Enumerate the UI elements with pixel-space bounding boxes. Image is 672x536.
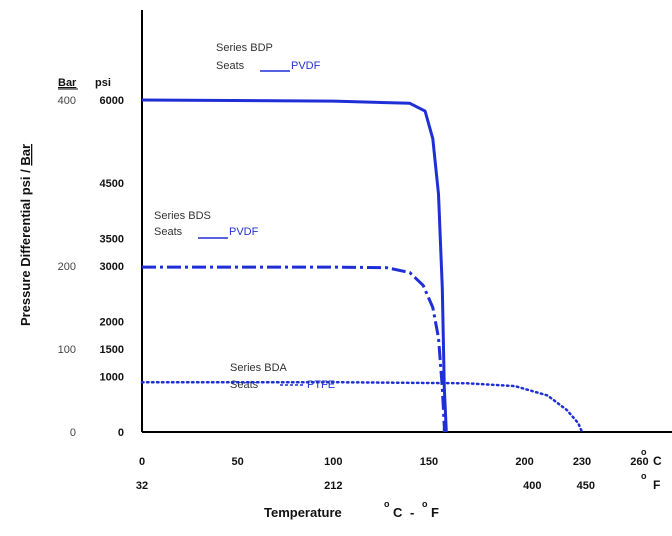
x-tick-c-label: 0 [139,456,145,468]
x-tick-f-label: 212 [324,480,342,492]
x-c-unit-sup: o [641,447,647,457]
y-tick-psi-label: 1500 [100,344,124,356]
y-tick-psi-label: 0 [118,427,124,439]
x-tick-c-label: 200 [515,456,533,468]
annotation-bdp-seats-value: PVDF [291,60,321,72]
x-axis-title-f-sup: o [422,499,428,509]
x-f-unit: F [653,478,660,492]
x-tick-c-label: 100 [324,456,342,468]
y-tick-psi-label: 6000 [100,95,124,107]
x-tick-c-label: 150 [420,456,438,468]
y-tick-psi-label: 1000 [100,372,124,384]
series-layer [140,98,584,434]
annotation-bds-series: Series BDS [154,210,211,222]
annotation-bda-seats-value: PTFE [307,379,335,391]
annotation-bda-seats: Seats [230,379,259,391]
series-bda-line [140,380,584,434]
y-axis-title-bar: Bar [18,144,33,166]
y-tick-bar-label: 0 [70,427,76,439]
x-c-unit: C [653,454,662,468]
y-tick-psi-label: 3000 [100,261,124,273]
x-tick-f-label: 32 [136,480,148,492]
x-tick-c-label: 230 [573,456,591,468]
annotation-bds-seats-value: PVDF [229,226,259,238]
x-tick-f-label: 400 [523,480,541,492]
annotation-bdp-seats: Seats [216,60,245,72]
x-tick-f-label: 450 [577,480,595,492]
x-f-unit-sup: o [641,471,647,481]
y-tick-bar-label: 400 [58,95,76,107]
annotation-bds-seats: Seats [154,226,183,238]
x-tick-c-label: 50 [232,456,244,468]
y-tick-bar-label: 200 [58,261,76,273]
series-bdp-line [141,98,448,432]
y-unit-header-psi: psi [95,77,111,89]
y-tick-psi-label: 4500 [100,178,124,190]
y-unit-header-bar: Bar [58,77,77,89]
y-tick-bar-label: 100 [58,344,76,356]
x-axis-title-c-sup: o [384,499,390,509]
x-axis-title: Temperature [264,505,342,520]
x-axis-title-c: C [393,505,403,520]
y-axis-title: Pressure Differential psi / Bar [18,144,33,326]
series-bds-line [142,265,446,432]
y-axis-title-prefix: Pressure Differential psi / [18,166,33,326]
annotation-bda-series: Series BDA [230,362,288,374]
x-axis-title-f: F [431,505,439,520]
y-tick-psi-label: 2000 [100,316,124,328]
annotation-bdp-series: Series BDP [216,42,273,54]
y-tick-psi-label: 3500 [100,233,124,245]
x-tick-c-label: 260 [630,456,648,468]
x-axis-title-sep: - [410,505,414,520]
